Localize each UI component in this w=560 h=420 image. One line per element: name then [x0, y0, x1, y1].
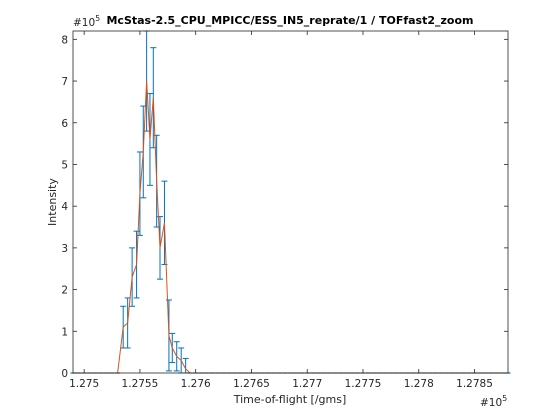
y-axis: 0 1 2 3 4 5 6 7 8	[61, 34, 508, 380]
axes-box	[72, 30, 509, 374]
x-tick-label: 1.2755	[122, 378, 159, 390]
y-exponent-base: #10	[73, 17, 95, 29]
chart-title: McStas-2.5_CPU_MPICC/ESS_IN5_reprate/1 /…	[106, 14, 473, 27]
y-tick-label: 8	[61, 34, 68, 46]
x-tick-label: 1.2765	[233, 378, 270, 390]
x-tick-label: 1.2785	[456, 378, 493, 390]
y-exponent: #105	[73, 14, 100, 29]
plot-area	[73, 31, 508, 373]
x-exponent-base: #10	[480, 397, 502, 409]
y-tick-label: 4	[61, 201, 68, 213]
x-tick-label: 1.278	[404, 378, 434, 390]
y-exponent-power: 5	[95, 14, 100, 23]
x-tick-label: 1.275	[69, 378, 99, 390]
y-tick-label: 1	[61, 326, 68, 338]
y-tick-label: 3	[61, 243, 68, 255]
x-tick-label: 1.276	[181, 378, 211, 390]
x-tick-label: 1.277	[292, 378, 322, 390]
x-exponent: #105	[480, 394, 507, 409]
x-axis: 1.275 1.2755 1.276 1.2765 1.277 1.2775 1.278 1.…	[69, 31, 493, 390]
y-axis-label: Intensity	[46, 178, 59, 226]
y-tick-label: 7	[61, 76, 68, 88]
x-tick-label: 1.2775	[345, 378, 382, 390]
x-axis-label: Time-of-flight [/gms]	[233, 393, 347, 406]
x-exponent-power: 5	[502, 394, 507, 403]
y-tick-label: 6	[61, 118, 68, 130]
y-tick-label: 2	[61, 285, 68, 297]
y-tick-label: 5	[61, 159, 68, 171]
y-tick-label: 0	[61, 368, 68, 380]
